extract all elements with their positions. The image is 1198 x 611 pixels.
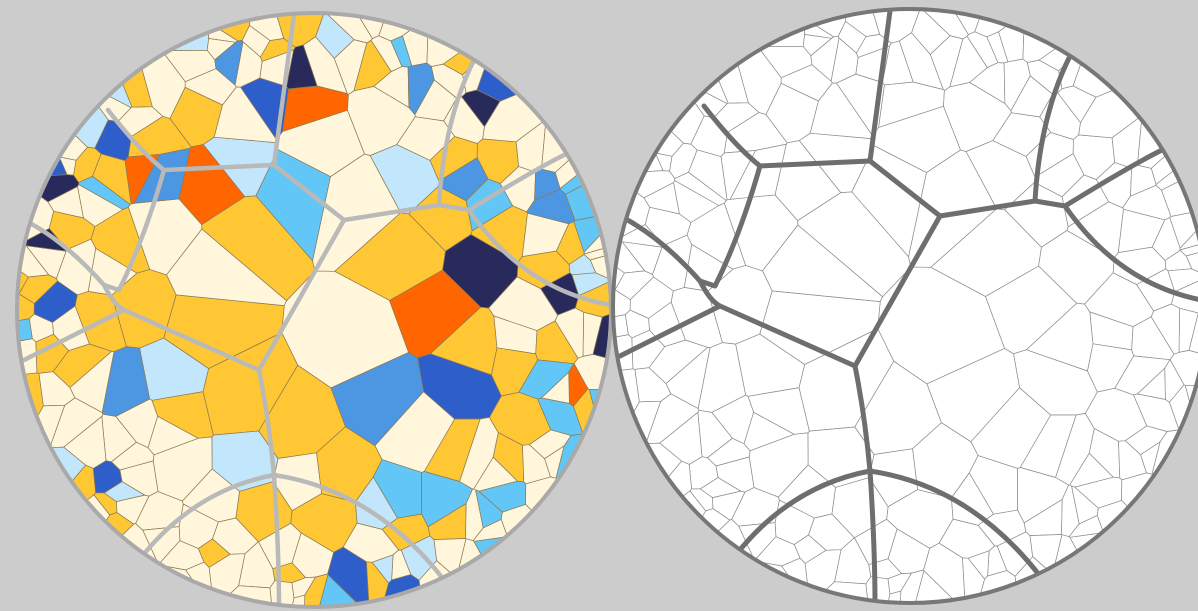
- tile-cell: [29, 523, 159, 607]
- tile-cell: [426, 13, 534, 67]
- tile-cell: [575, 280, 611, 318]
- outline-disc-border: [611, 7, 1198, 605]
- outline-cell: [691, 9, 806, 47]
- tile-cell: [541, 28, 611, 173]
- outline-major-boundaries: [617, 9, 1198, 603]
- outline-cell: [613, 460, 692, 563]
- outline-cell: [1179, 203, 1198, 251]
- tile-cell: [554, 101, 611, 189]
- tile-cell: [17, 446, 86, 572]
- outline-cell: [613, 490, 707, 603]
- colored-disc-border: [15, 11, 613, 609]
- tile-cell: [476, 13, 611, 102]
- tile-cell: [17, 57, 88, 161]
- tile-cell: [390, 35, 413, 68]
- tile-cell: [421, 471, 473, 528]
- outline-cell: [986, 31, 1009, 64]
- outline-cell: [1072, 9, 1198, 98]
- tile-cell: [268, 13, 326, 48]
- outline-cell: [1096, 500, 1198, 603]
- tile-cell: [589, 247, 611, 282]
- colored-cells: [17, 13, 611, 607]
- outline-cell: [1169, 350, 1198, 387]
- outline-cell: [802, 581, 871, 603]
- outline-cell: [802, 34, 832, 57]
- tile-cell: [95, 13, 210, 51]
- tile-cell: [206, 38, 236, 61]
- tile-cell: [17, 464, 96, 567]
- colored-tiling-disc: [15, 11, 613, 609]
- outline-cell: [660, 508, 731, 588]
- tile-cell: [17, 494, 111, 607]
- tile-cell: [206, 585, 275, 607]
- tile-cell: [17, 13, 109, 149]
- outline-tiling-disc: [611, 7, 1198, 605]
- colored-major-boundaries: [21, 13, 611, 607]
- tile-cell: [17, 338, 38, 379]
- tile-cell: [291, 576, 316, 599]
- outline-cell: [1179, 235, 1198, 257]
- outline-cell: [613, 442, 682, 568]
- outline-cell: [613, 9, 705, 145]
- outline-cell: [625, 519, 755, 603]
- outline-cell: [1185, 243, 1198, 278]
- outline-cell: [1137, 24, 1198, 169]
- outline-cell: [1171, 276, 1198, 314]
- tile-cell: [525, 476, 611, 607]
- outline-cell: [908, 570, 975, 603]
- outline-cells: [613, 9, 1198, 603]
- outline-cell: [1121, 472, 1198, 603]
- outline-cell: [613, 334, 634, 375]
- tile-cell: [64, 512, 135, 592]
- tile-cell: [17, 132, 68, 179]
- outline-cell: [864, 9, 922, 44]
- outline-cell: [1169, 206, 1198, 249]
- outline-cell: [613, 53, 684, 157]
- outline-cell: [1017, 467, 1069, 524]
- outline-cell: [865, 576, 891, 603]
- outline-cell: [887, 572, 912, 595]
- outline-cell: [1022, 9, 1130, 63]
- tile-cell: [18, 274, 58, 304]
- outline-cell: [614, 270, 654, 300]
- tile-cell: [312, 574, 379, 607]
- tile-cell: [555, 433, 611, 528]
- outline-cell: [613, 128, 664, 175]
